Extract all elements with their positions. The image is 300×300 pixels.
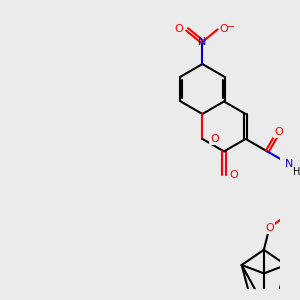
Text: −: − [227, 22, 236, 32]
Text: N: N [198, 37, 207, 47]
Text: O: O [174, 24, 183, 34]
Text: O: O [210, 134, 219, 144]
Text: N: N [285, 159, 293, 169]
Text: H: H [293, 167, 300, 177]
Text: O: O [219, 24, 228, 34]
Text: O: O [230, 170, 238, 180]
Text: O: O [265, 223, 274, 232]
Text: O: O [274, 127, 283, 137]
